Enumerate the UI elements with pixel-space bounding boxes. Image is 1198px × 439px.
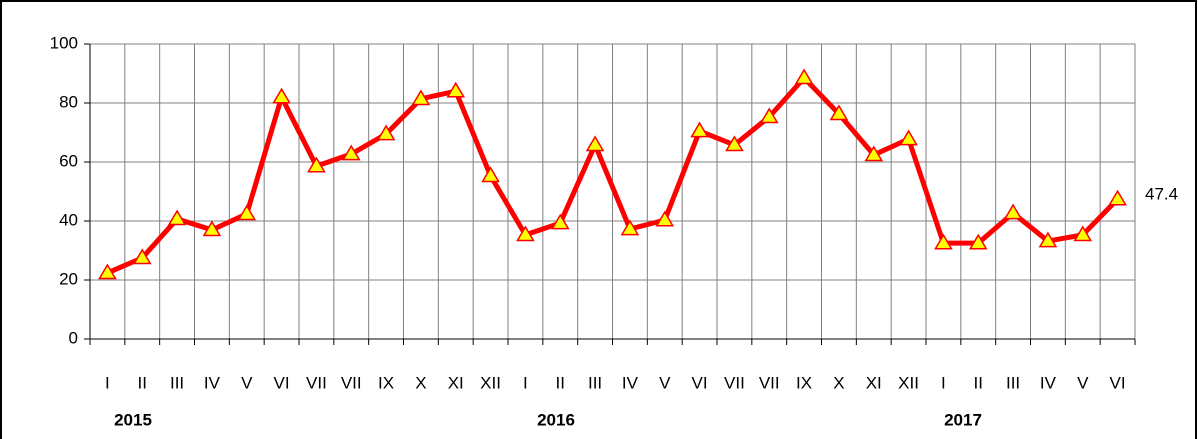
marker [1003,203,1023,220]
marker [202,220,222,237]
marker [829,104,849,121]
marker [1108,189,1127,206]
marker [655,210,675,227]
x-tick-label: III [170,373,184,392]
x-tick-label: VI [1110,373,1126,392]
marker [1073,225,1093,242]
marker [550,213,570,230]
x-tick-label: VII [724,373,745,392]
y-tick-label: 40 [59,210,78,229]
marker [481,166,500,183]
marker [132,248,152,265]
marker [968,233,988,250]
year-label: 2016 [537,410,575,429]
x-tick-label: IX [378,373,394,392]
x-tick-label: IX [796,373,812,392]
marker [620,219,640,236]
x-tick-label: X [415,373,426,392]
year-label: 2017 [944,410,982,429]
data-line [106,75,1120,276]
x-tick-label: XII [480,373,501,392]
y-tick-label: 80 [59,92,78,111]
x-tick-label: IV [622,373,639,392]
marker [411,89,431,106]
x-tick-label: VII [306,373,327,392]
x-tick-label: II [138,373,147,392]
x-tick-label: II [974,373,983,392]
year-label: 2015 [114,410,152,429]
x-tick-label: IV [1040,373,1057,392]
x-tick-label: VII [341,373,362,392]
marker [794,68,814,85]
marker [446,81,466,98]
marker [376,124,396,141]
x-tick-label: I [941,373,946,392]
marker [1038,231,1058,248]
last-value-label: 47.4 [1145,185,1178,204]
x-tick-label: X [833,373,844,392]
x-tick-label: V [1077,373,1089,392]
marker [98,263,117,280]
marker [307,156,326,173]
x-tick-label: III [1006,373,1020,392]
x-tick-label: IV [204,373,221,392]
x-tick-label: XI [448,373,464,392]
marker [272,87,291,104]
x-tick-label: VI [692,373,708,392]
x-tick-label: III [588,373,602,392]
marker [516,225,535,242]
x-tick-label: VI [274,373,290,392]
x-tick-label: II [556,373,565,392]
x-tick-label: I [105,373,110,392]
marker [864,145,884,162]
marker [725,135,744,152]
marker [341,144,361,161]
marker [237,204,257,221]
y-tick-label: 100 [50,33,78,52]
x-tick-label: VII [759,373,780,392]
x-tick-label: XI [866,373,882,392]
x-tick-label: I [523,373,528,392]
marker [585,135,605,152]
x-tick-label: XII [898,373,919,392]
y-tick-label: 0 [69,328,78,347]
y-tick-label: 60 [59,151,78,170]
x-tick-label: V [241,373,253,392]
marker [934,233,953,250]
marker [167,209,187,226]
x-tick-label: V [659,373,671,392]
marker [759,107,779,124]
marker [690,121,709,138]
y-tick-label: 20 [59,269,78,288]
marker [899,129,918,146]
